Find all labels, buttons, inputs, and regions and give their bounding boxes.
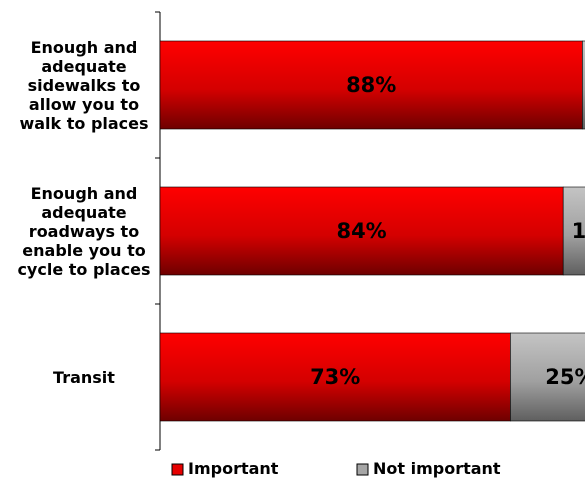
category-label-line: cycle to places — [17, 260, 150, 279]
data-label: 14% — [572, 219, 585, 243]
bar-important — [159, 332, 511, 422]
data-label: 88% — [346, 73, 396, 97]
legend-label: Important — [188, 459, 279, 478]
category-label-line: roadways to — [29, 222, 139, 241]
category-label: Enough and adequate sidewalks to allow you … — [19, 38, 148, 133]
category-label-line: walk to places — [19, 114, 148, 133]
legend-swatch-important — [171, 463, 184, 476]
category-label-line: sidewalks to — [28, 76, 141, 95]
data-label: 84% — [336, 219, 386, 243]
data-label: 25% — [545, 365, 585, 389]
category-label-line: adequate — [41, 57, 126, 76]
data-label: 11% — [584, 73, 585, 97]
category-label-line: allow you to — [29, 95, 139, 114]
category-label: Enough and adequate roadways to enable you … — [17, 184, 150, 279]
category-label: Transit — [53, 368, 115, 387]
bar-not-important — [510, 332, 585, 422]
data-label: 73% — [310, 365, 360, 389]
category-label-line: Enough and — [31, 38, 138, 57]
bar-important — [159, 186, 564, 276]
category-label-line: Transit — [53, 368, 115, 387]
bar-important — [159, 40, 583, 130]
legend-swatch-not-important — [356, 463, 369, 476]
legend-label: Not important — [373, 459, 501, 478]
bar-not-important — [582, 40, 585, 130]
bar-not-important — [562, 186, 585, 276]
category-label-line: Enough and — [31, 184, 138, 203]
category-label-line: enable you to — [22, 241, 145, 260]
category-label-line: adequate — [41, 203, 126, 222]
